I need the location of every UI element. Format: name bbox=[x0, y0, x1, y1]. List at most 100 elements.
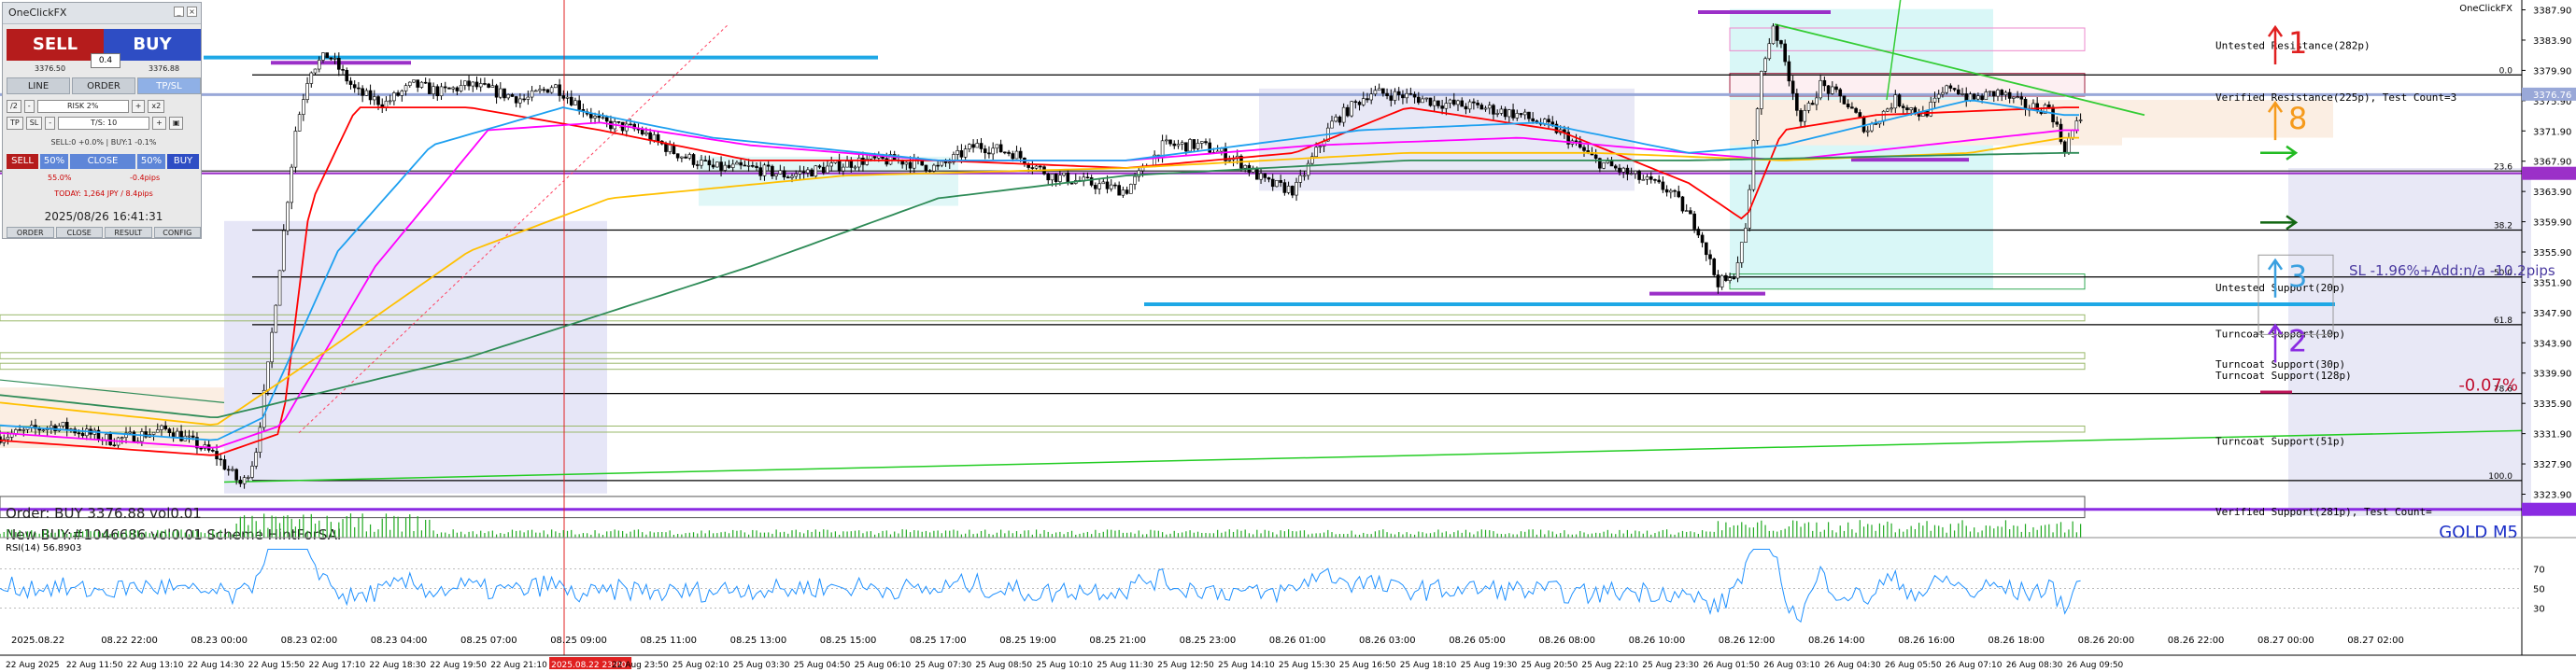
tp-button[interactable]: TP bbox=[7, 117, 23, 130]
date-label: 08.25 23:00 bbox=[1180, 636, 1237, 646]
candle bbox=[1566, 132, 1570, 145]
candle bbox=[1310, 156, 1314, 164]
candle bbox=[1381, 88, 1385, 94]
price-tick-label: 3383.90 bbox=[2533, 36, 2571, 47]
candle bbox=[849, 161, 854, 168]
candle bbox=[1739, 242, 1744, 263]
candle bbox=[1129, 184, 1133, 194]
sl-info-label: SL -1.96%+Add:n/a -10.2pips bbox=[2349, 262, 2555, 279]
candle bbox=[329, 57, 333, 60]
sell-all-button[interactable]: SELL bbox=[7, 154, 38, 169]
candle bbox=[975, 143, 980, 148]
sl-button[interactable]: SL bbox=[25, 117, 43, 130]
lock-icon[interactable]: ▣ bbox=[168, 117, 184, 130]
tab-tp-sl[interactable]: TP/SL bbox=[137, 77, 201, 94]
tab-line[interactable]: LINE bbox=[7, 77, 70, 94]
candle bbox=[1085, 176, 1090, 179]
candle bbox=[2078, 119, 2083, 121]
candle bbox=[293, 131, 298, 168]
candle bbox=[998, 144, 1003, 153]
candle bbox=[1437, 100, 1440, 106]
candle bbox=[1602, 162, 1606, 169]
candle bbox=[1353, 101, 1358, 104]
double-lot-button[interactable]: x2 bbox=[148, 100, 165, 113]
zone-label: Verified Support(281p), Test Count= bbox=[2215, 506, 2432, 518]
buy-all-button[interactable]: BUY bbox=[167, 154, 199, 169]
result-button[interactable]: RESULT bbox=[105, 227, 152, 238]
candle bbox=[715, 161, 719, 168]
candle bbox=[1609, 161, 1614, 167]
candle bbox=[400, 91, 404, 96]
candle bbox=[1684, 210, 1689, 212]
current-price-label: 3376.76 bbox=[2533, 91, 2571, 101]
buy-button[interactable]: BUY bbox=[104, 29, 201, 61]
rsi-window: RSI(14) 56.8903 70 50 30 bbox=[0, 537, 2576, 623]
close-all-button[interactable]: CLOSE bbox=[70, 154, 135, 169]
candle bbox=[766, 164, 771, 167]
date-label: 08.26 12:00 bbox=[1719, 636, 1776, 646]
candle bbox=[1996, 90, 2000, 97]
price-axis: 3387.90 3383.90 3379.90 3375.90 3371.90 3367.… bbox=[2521, 0, 2576, 655]
candle bbox=[195, 437, 199, 449]
candle bbox=[132, 431, 136, 442]
panel-title-bar[interactable]: OneClickFX _ × bbox=[3, 3, 201, 24]
candle bbox=[727, 164, 731, 168]
close-button[interactable]: CLOSE bbox=[55, 227, 103, 238]
candle bbox=[199, 447, 203, 450]
candle bbox=[85, 428, 89, 437]
plus-ts-button[interactable]: + bbox=[152, 117, 166, 130]
half-lot-button[interactable]: /2 bbox=[7, 100, 21, 113]
sell-button[interactable]: SELL bbox=[7, 29, 104, 61]
order-button[interactable]: ORDER bbox=[7, 227, 54, 238]
candle bbox=[2051, 106, 2055, 122]
candle bbox=[474, 81, 479, 88]
candle bbox=[333, 58, 337, 60]
candle bbox=[274, 304, 278, 333]
candle bbox=[1790, 80, 1795, 94]
time-label: 22 Aug 17:10 bbox=[309, 661, 366, 670]
signal-count-label: 3 bbox=[2288, 259, 2307, 294]
candle bbox=[151, 431, 156, 435]
candle bbox=[1527, 111, 1531, 119]
candle bbox=[1338, 116, 1342, 123]
date-label: 08.25 13:00 bbox=[730, 636, 787, 646]
candle bbox=[1653, 179, 1657, 181]
candle bbox=[1728, 277, 1732, 281]
time-label: 25 Aug 11:30 bbox=[1097, 661, 1154, 670]
signal-count-label: 8 bbox=[2288, 101, 2307, 136]
date-label: 08.27 02:00 bbox=[2347, 636, 2404, 646]
plus-button[interactable]: + bbox=[131, 100, 146, 113]
candle bbox=[1011, 153, 1015, 160]
candle bbox=[1054, 174, 1058, 182]
close-half-sell-button[interactable]: 50% bbox=[40, 154, 68, 169]
minus-ts-button[interactable]: - bbox=[45, 117, 56, 130]
candle bbox=[1377, 88, 1381, 91]
time-label: 26 Aug 05:50 bbox=[1885, 661, 1942, 670]
close-half-buy-button[interactable]: 50% bbox=[137, 154, 165, 169]
tab-order[interactable]: ORDER bbox=[72, 77, 135, 94]
candle bbox=[526, 96, 531, 100]
candle bbox=[412, 79, 416, 83]
pl-percent: 55.0% bbox=[48, 174, 72, 182]
candle bbox=[1865, 130, 1870, 133]
symbol-label: GOLD M5 bbox=[2439, 523, 2518, 542]
server-clock: 2025/08/26 16:41:31 bbox=[44, 210, 163, 223]
candle bbox=[1479, 105, 1484, 110]
candle bbox=[675, 153, 680, 159]
date-label: 08.26 01:00 bbox=[1269, 636, 1326, 646]
candle bbox=[856, 157, 861, 168]
support-zone bbox=[0, 352, 2086, 359]
minimize-icon[interactable]: _ bbox=[174, 7, 184, 17]
config-button[interactable]: CONFIG bbox=[153, 227, 201, 238]
risk-field[interactable]: RISK 2% bbox=[36, 100, 129, 113]
lot-size-field[interactable]: 0.4 bbox=[91, 53, 120, 68]
close-icon[interactable]: × bbox=[187, 7, 197, 17]
candle bbox=[1172, 143, 1177, 147]
candle bbox=[1803, 109, 1807, 122]
candle bbox=[1984, 91, 1989, 100]
trailing-stop-field[interactable]: T/S: 10 bbox=[58, 117, 150, 130]
minus-button[interactable]: - bbox=[23, 100, 35, 113]
candle bbox=[1712, 259, 1717, 275]
candle bbox=[629, 123, 632, 126]
